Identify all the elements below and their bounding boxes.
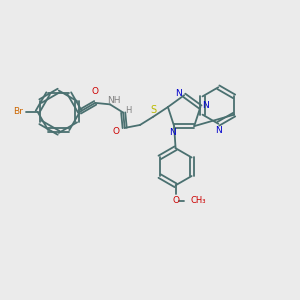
Text: O: O: [113, 127, 120, 136]
Text: O: O: [92, 88, 99, 97]
Text: N: N: [169, 128, 176, 136]
Text: N: N: [176, 89, 182, 98]
Text: N: N: [215, 126, 222, 135]
Text: O: O: [172, 196, 179, 205]
Text: N: N: [202, 101, 209, 110]
Text: H: H: [125, 106, 132, 115]
Text: NH: NH: [107, 96, 120, 105]
Text: S: S: [151, 105, 157, 115]
Text: CH₃: CH₃: [190, 196, 206, 205]
Text: Br: Br: [13, 107, 23, 116]
